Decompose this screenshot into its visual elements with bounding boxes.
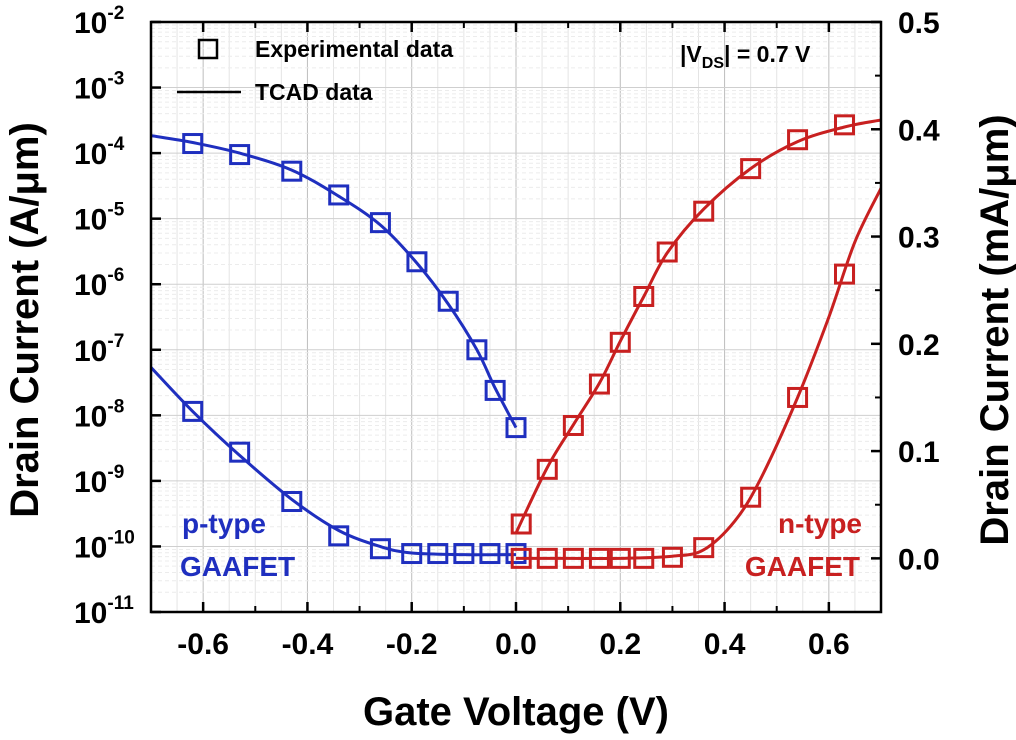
experimental-point <box>834 263 855 285</box>
experimental-point <box>505 543 527 565</box>
x-tick-label: -0.2 <box>386 628 438 661</box>
experimental-point <box>562 414 584 436</box>
experimental-point <box>453 543 475 565</box>
p-type-label: p-type <box>182 508 266 539</box>
y-left-tick-label: 10-2 <box>74 3 124 40</box>
y-right-tick-label: 0.3 <box>898 222 940 255</box>
y-left-tick-label: 10-10 <box>74 527 135 564</box>
y-left-tick-label: 10-6 <box>74 265 124 302</box>
grid <box>151 22 881 613</box>
tick-marks <box>150 20 882 614</box>
y-left-tick-label: 10-8 <box>74 396 124 433</box>
experimental-point <box>466 339 488 361</box>
experimental-point <box>536 547 558 569</box>
legend-label-experimental: Experimental data <box>255 36 453 62</box>
x-tick-label: 0.4 <box>704 628 746 661</box>
series-0 <box>151 133 527 439</box>
y-right-tick-labels: 0.0 0.1 0.2 0.3 0.4 0.5 <box>898 7 940 576</box>
x-tick-label: -0.6 <box>177 628 229 661</box>
x-tick-label: 0.6 <box>808 628 850 661</box>
device-type-labels: p-type GAAFET n-type GAAFET <box>180 508 862 582</box>
experimental-point <box>369 538 391 560</box>
x-tick-label: 0.0 <box>495 628 537 661</box>
experimental-point <box>484 379 506 401</box>
y-right-axis-title: Drain Current (mA/μm) <box>973 114 1016 545</box>
experimental-point <box>401 543 423 565</box>
tcad-line <box>151 134 518 429</box>
experimental-point <box>510 547 532 569</box>
y-right-tick-label: 0.1 <box>898 436 940 469</box>
experimental-point <box>406 251 428 273</box>
experimental-point <box>609 547 631 569</box>
y-left-tick-label: 10-11 <box>74 593 134 630</box>
y-left-axis-title: Drain Current (A/μm) <box>3 122 47 518</box>
legend-label-tcad: TCAD data <box>255 79 373 105</box>
experimental-point <box>479 543 501 565</box>
experimental-point <box>693 537 715 559</box>
x-tick-labels: -0.6 -0.4 -0.2 0.0 0.2 0.4 0.6 <box>177 628 849 661</box>
series-1 <box>151 366 527 565</box>
y-right-tick-label: 0.0 <box>898 543 940 576</box>
experimental-point <box>505 417 527 439</box>
experimental-point <box>328 525 350 547</box>
experimental-point <box>588 373 610 395</box>
experimental-point <box>693 200 715 222</box>
experimental-point <box>182 400 204 422</box>
x-tick-label: -0.4 <box>282 628 334 661</box>
x-tick-label: 0.2 <box>599 628 641 661</box>
experimental-point <box>787 129 809 151</box>
y-left-tick-label: 10-3 <box>74 69 124 106</box>
experimental-point <box>281 491 303 513</box>
y-right-tick-label: 0.5 <box>898 7 940 40</box>
experimental-point <box>656 241 678 263</box>
y-left-tick-label: 10-9 <box>74 462 124 499</box>
experimental-point <box>182 133 204 155</box>
experimental-point <box>633 285 655 307</box>
series-3 <box>510 187 881 569</box>
experimental-point <box>437 290 459 312</box>
y-right-tick-label: 0.2 <box>898 329 940 362</box>
experimental-point <box>633 547 655 569</box>
experimental-point <box>536 458 558 480</box>
experimental-point <box>740 158 762 180</box>
experimental-point <box>328 184 350 206</box>
y-left-tick-label: 10-4 <box>74 134 125 171</box>
n-type-label: n-type <box>778 508 862 539</box>
experimental-point <box>369 212 391 234</box>
series-2 <box>510 114 881 535</box>
legend-marker-square <box>197 38 219 60</box>
tcad-line <box>514 118 881 534</box>
y-left-tick-labels: 10-2 10-3 10-4 10-5 10-6 10-7 10-8 10-9 10-10 10-… <box>74 3 135 630</box>
experimental-point <box>740 486 762 508</box>
experimental-point <box>281 160 303 182</box>
experimental-point <box>427 543 449 565</box>
experimental-point <box>661 546 683 568</box>
experimental-point <box>787 386 809 408</box>
y-left-tick-label: 10-7 <box>74 331 124 368</box>
vds-annotation: |VDS| = 0.7 V <box>680 41 811 72</box>
p-type-gaafet-label: GAAFET <box>180 551 295 582</box>
experimental-point <box>510 513 532 535</box>
experimental-point <box>834 114 855 136</box>
legend: Experimental data TCAD data <box>177 36 453 105</box>
experimental-point <box>588 547 610 569</box>
clipped-series <box>151 114 881 569</box>
experimental-point <box>562 547 584 569</box>
experimental-point <box>229 144 251 166</box>
experimental-point <box>609 331 631 353</box>
plot-series <box>151 114 881 569</box>
y-right-tick-label: 0.4 <box>898 114 940 147</box>
experimental-point <box>229 441 251 463</box>
y-left-tick-label: 10-5 <box>74 200 125 237</box>
n-type-gaafet-label: GAAFET <box>745 551 860 582</box>
x-axis-title: Gate Voltage (V) <box>363 690 669 734</box>
